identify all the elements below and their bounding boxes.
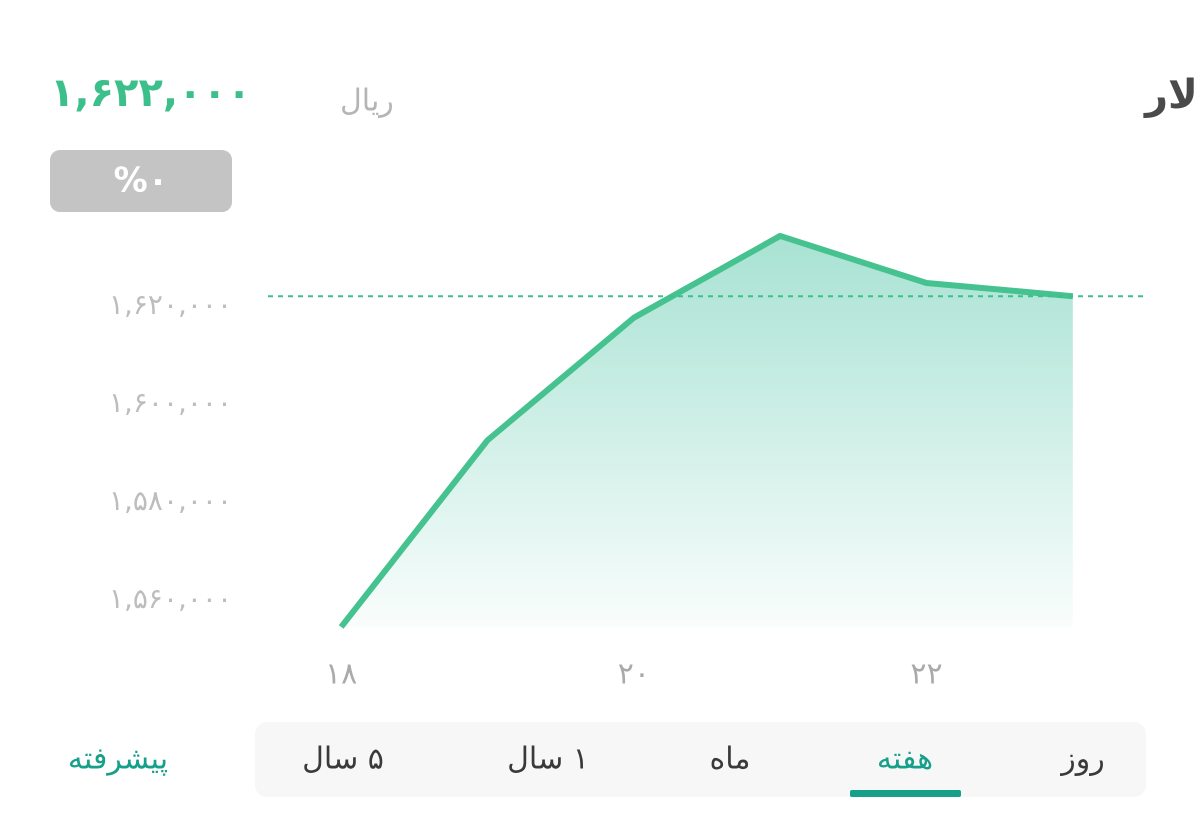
tabs: روز هفته ماه ۱ سال ۵ سال <box>302 742 1105 797</box>
unit: ریال <box>340 84 394 119</box>
tab[interactable]: ۵ سال <box>302 742 384 777</box>
tab-bar <box>255 722 1146 797</box>
asset-title: دلار <box>1143 72 1198 118</box>
tab[interactable]: ۱ سال <box>507 742 589 777</box>
y-tick-label: ۱,۵۸۰,۰۰۰ <box>109 484 232 517</box>
y-tick-label: ۱,۶۰۰,۰۰۰ <box>109 386 232 419</box>
plot: ۱,۵۶۰,۰۰۰ ۱,۵۸۰,۰۰۰ ۱,۶۰۰,۰۰۰ ۱,۶۲۰,۰۰۰ ۱۸ ۲۰… <box>109 232 1146 692</box>
tab[interactable]: روز <box>1059 742 1104 777</box>
tab[interactable]: ماه <box>710 742 751 777</box>
tab[interactable]: هفته <box>877 742 933 777</box>
area <box>341 235 1073 627</box>
x-tick-label: ۲۰ <box>618 657 650 692</box>
advanced-link[interactable]: پیشرفته <box>68 742 168 777</box>
x-tick-label: ۱۸ <box>325 657 357 692</box>
change-text: %۰ <box>114 161 169 201</box>
y-tick-label: ۱,۵۶۰,۰۰۰ <box>109 582 232 615</box>
y-tick-label: ۱,۶۲۰,۰۰۰ <box>109 288 232 321</box>
price: ۱,۶۲۲,۰۰۰ <box>50 70 251 116</box>
change-badge <box>50 150 232 212</box>
line <box>338 232 1074 629</box>
tab-underline <box>850 790 961 797</box>
x-tick-label: ۲۲ <box>910 657 942 692</box>
